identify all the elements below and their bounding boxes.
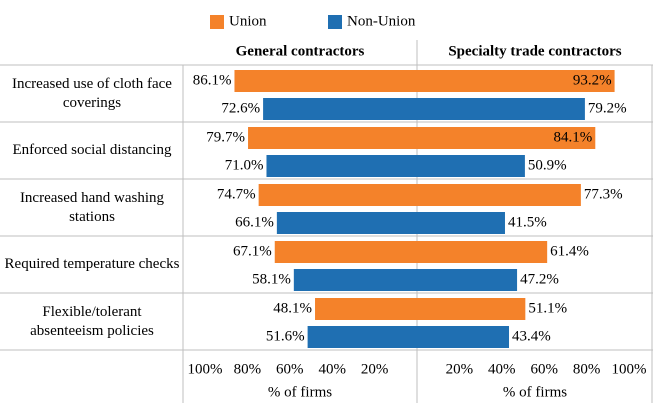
- value-label: 77.3%: [584, 186, 623, 202]
- bar: [276, 212, 417, 234]
- value-label: 41.5%: [508, 214, 547, 230]
- value-label: 79.7%: [206, 129, 245, 145]
- bar: [417, 269, 518, 291]
- x-tick-label: 20%: [446, 361, 474, 377]
- x-tick-label: 40%: [318, 361, 346, 377]
- bar: [293, 269, 417, 291]
- value-label: 72.6%: [221, 100, 260, 116]
- bar: [417, 127, 596, 149]
- bar: [417, 298, 526, 320]
- bar: [274, 241, 417, 263]
- x-tick-label: 100%: [612, 361, 647, 377]
- bar: [315, 298, 417, 320]
- panel-title: Specialty trade contractors: [448, 43, 621, 59]
- value-label: 93.2%: [573, 72, 612, 88]
- value-label: 79.2%: [588, 100, 627, 116]
- value-label: 51.6%: [266, 328, 305, 344]
- x-tick-label: 100%: [188, 361, 223, 377]
- category-label: Enforced social distancing: [12, 142, 172, 158]
- x-tick-label: 40%: [488, 361, 516, 377]
- bar: [266, 155, 417, 177]
- category-label: Flexible/tolerant absenteeism policies: [30, 303, 154, 339]
- value-label: 84.1%: [554, 129, 593, 145]
- x-tick-label: 80%: [573, 361, 601, 377]
- value-label: 51.1%: [528, 300, 567, 316]
- x-tick-label: 60%: [530, 361, 558, 377]
- bar: [417, 98, 585, 120]
- bar: [417, 212, 505, 234]
- x-tick-label: 60%: [276, 361, 304, 377]
- x-axis-label: % of firms: [268, 384, 332, 400]
- bar: [263, 98, 417, 120]
- value-label: 74.7%: [217, 186, 256, 202]
- value-label: 48.1%: [273, 300, 312, 316]
- legend-swatch: [328, 15, 342, 29]
- bar: [417, 241, 548, 263]
- bar: [417, 326, 510, 348]
- value-label: 50.9%: [528, 157, 567, 173]
- bar: [234, 70, 417, 92]
- x-axis-label: % of firms: [503, 384, 567, 400]
- value-label: 67.1%: [233, 243, 272, 259]
- bar: [248, 127, 417, 149]
- x-tick-label: 80%: [234, 361, 262, 377]
- value-label: 58.1%: [252, 271, 291, 287]
- legend-swatch: [210, 15, 224, 29]
- legend-label: Union: [229, 13, 267, 29]
- bar: [417, 155, 525, 177]
- bar: [307, 326, 417, 348]
- bar: [258, 184, 417, 206]
- bar: [417, 184, 581, 206]
- value-label: 86.1%: [193, 72, 232, 88]
- value-label: 66.1%: [235, 214, 274, 230]
- category-label: Increased use of cloth face coverings: [12, 75, 172, 111]
- value-label: 71.0%: [225, 157, 264, 173]
- value-label: 61.4%: [550, 243, 589, 259]
- legend-label: Non-Union: [347, 13, 416, 29]
- panel-title: General contractors: [236, 43, 365, 59]
- category-label: Increased hand washing stations: [19, 189, 165, 225]
- x-tick-label: 20%: [361, 361, 389, 377]
- value-label: 43.4%: [512, 328, 551, 344]
- value-label: 47.2%: [520, 271, 559, 287]
- bar: [417, 70, 615, 92]
- category-label: Required temperature checks: [4, 256, 180, 272]
